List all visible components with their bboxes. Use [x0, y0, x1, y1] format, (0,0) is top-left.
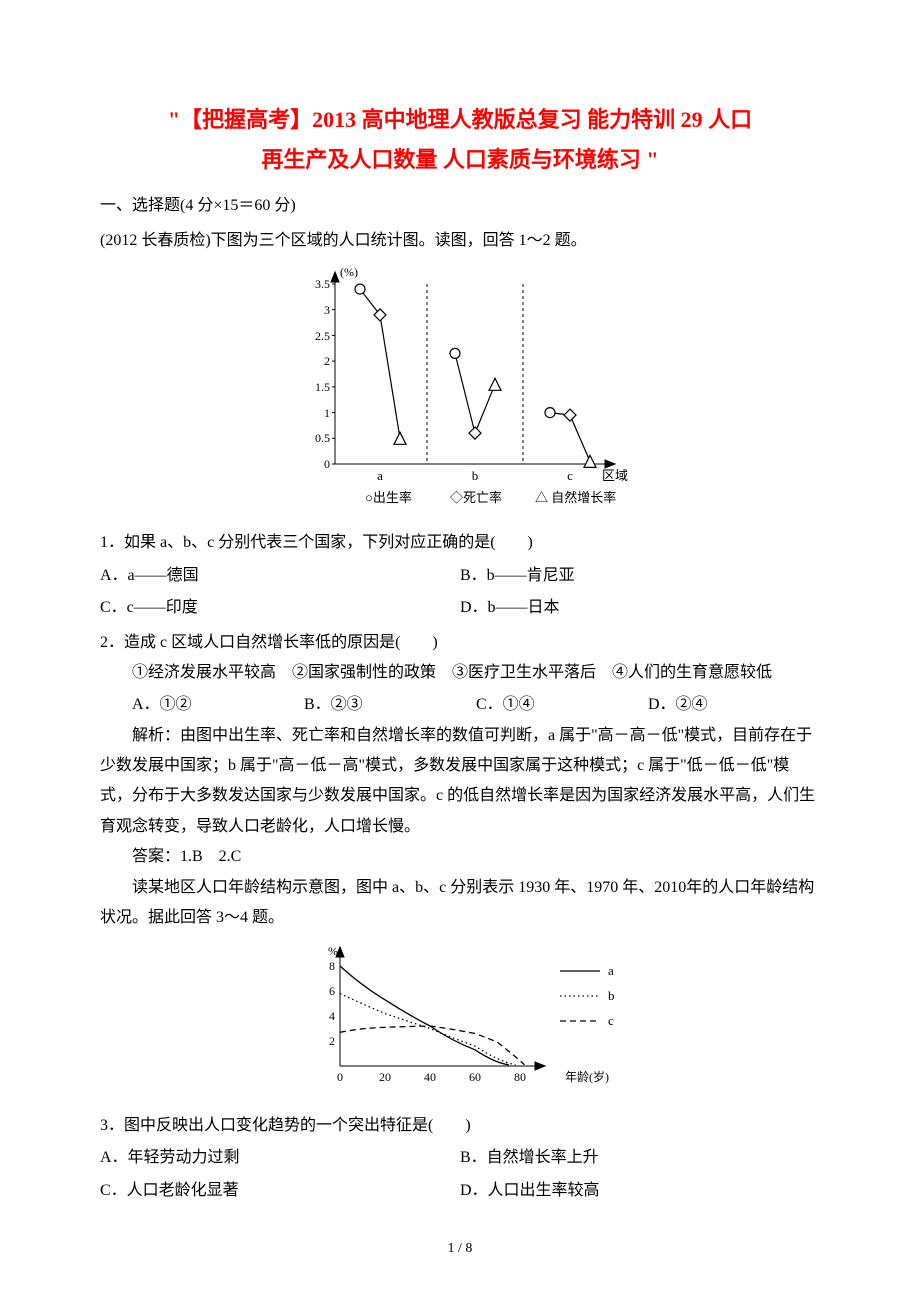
q3-stem: 3．图中反映出人口变化趋势的一个突出特征是( ) [100, 1111, 820, 1141]
svg-text:c: c [608, 1013, 614, 1028]
svg-text:0: 0 [337, 1070, 343, 1084]
svg-text:2: 2 [324, 354, 330, 368]
q1-opt-a: A．a——德国 [100, 561, 460, 591]
q2-options: A．①② B．②③ C．①④ D．②④ [100, 690, 820, 720]
answer-12: 答案：1.B 2.C [100, 842, 820, 872]
chart-1: 0 0.5 1 1.5 2 2.5 3 3.5 (%) a b c 区域 [100, 264, 820, 520]
chart-2: % 2 4 6 8 0 20 40 60 80 年龄(岁) a b c [100, 941, 820, 1102]
svg-text:1.5: 1.5 [315, 380, 330, 394]
svg-text:0.5: 0.5 [315, 431, 330, 445]
q2-opt-d: D．②④ [648, 690, 820, 720]
svg-text:80: 80 [514, 1070, 526, 1084]
svg-text:20: 20 [379, 1070, 391, 1084]
svg-text:8: 8 [329, 959, 335, 973]
svg-text:40: 40 [424, 1070, 436, 1084]
svg-text:3: 3 [324, 303, 330, 317]
q3-options-row1: A．年轻劳动力过剩 B．自然增长率上升 [100, 1143, 820, 1173]
q2-statements: ①经济发展水平较高 ②国家强制性的政策 ③医疗卫生水平落后 ④人们的生育意愿较低 [100, 658, 820, 688]
svg-text:区域: 区域 [602, 468, 628, 483]
svg-text:1: 1 [324, 406, 330, 420]
svg-text:2.5: 2.5 [315, 329, 330, 343]
svg-text:○出生率: ○出生率 [365, 490, 412, 505]
q1-opt-c: C．c——印度 [100, 593, 460, 623]
context-1: (2012 长春质检)下图为三个区域的人口统计图。读图，回答 1～2 题。 [100, 226, 820, 256]
svg-text:0: 0 [324, 457, 330, 471]
context-2: 读某地区人口年龄结构示意图，图中 a、b、c 分别表示 1930 年、1970 … [100, 873, 820, 934]
section-heading: 一、选择题(4 分×15＝60 分) [100, 191, 820, 221]
svg-text:60: 60 [469, 1070, 481, 1084]
svg-text:a: a [608, 963, 614, 978]
svg-text:△ 自然增长率: △ 自然增长率 [535, 490, 616, 505]
svg-text:c: c [567, 468, 573, 483]
svg-text:a: a [377, 468, 383, 483]
svg-text:%: % [328, 944, 338, 958]
q1-stem: 1．如果 a、b、c 分别代表三个国家，下列对应正确的是( ) [100, 528, 820, 558]
svg-text:2: 2 [329, 1034, 335, 1048]
q3-opt-c: C．人口老龄化显著 [100, 1176, 460, 1206]
svg-text:6: 6 [329, 984, 335, 998]
q2-opt-b: B．②③ [304, 690, 476, 720]
explanation-12: 解析：由图中出生率、死亡率和自然增长率的数值可判断，a 属于"高－高－低"模式，… [100, 721, 820, 843]
q2-stem: 2．造成 c 区域人口自然增长率低的原因是( ) [100, 628, 820, 658]
q3-opt-b: B．自然增长率上升 [460, 1143, 820, 1173]
q1-opt-d: D．b——日本 [460, 593, 820, 623]
svg-text:b: b [608, 988, 615, 1003]
svg-text:3.5: 3.5 [315, 277, 330, 291]
svg-text:4: 4 [329, 1009, 335, 1023]
q1-options-row1: A．a——德国 B．b——肯尼亚 [100, 561, 820, 591]
q1-opt-b: B．b——肯尼亚 [460, 561, 820, 591]
q2-opt-a: A．①② [132, 690, 304, 720]
svg-text:(%): (%) [340, 265, 358, 279]
title-line-2: 再生产及人口数量 人口素质与环境练习 " [261, 147, 658, 172]
svg-text:b: b [472, 468, 479, 483]
q2-opt-c: C．①④ [476, 690, 648, 720]
age-structure-chart: % 2 4 6 8 0 20 40 60 80 年龄(岁) a b c [280, 941, 640, 1091]
svg-text:◇死亡率: ◇死亡率 [450, 490, 502, 505]
svg-text:年龄(岁): 年龄(岁) [565, 1069, 609, 1084]
page-footer: 1 / 8 [100, 1236, 820, 1263]
q3-opt-d: D．人口出生率较高 [460, 1176, 820, 1206]
population-stats-chart: 0 0.5 1 1.5 2 2.5 3 3.5 (%) a b c 区域 [280, 264, 640, 509]
title-line-1: "【把握高考】2013 高中地理人教版总复习 能力特训 29 人口 [168, 107, 752, 132]
q1-options-row2: C．c——印度 D．b——日本 [100, 593, 820, 623]
q3-opt-a: A．年轻劳动力过剩 [100, 1143, 460, 1173]
page-title: "【把握高考】2013 高中地理人教版总复习 能力特训 29 人口 再生产及人口… [100, 100, 820, 179]
q3-options-row2: C．人口老龄化显著 D．人口出生率较高 [100, 1176, 820, 1206]
